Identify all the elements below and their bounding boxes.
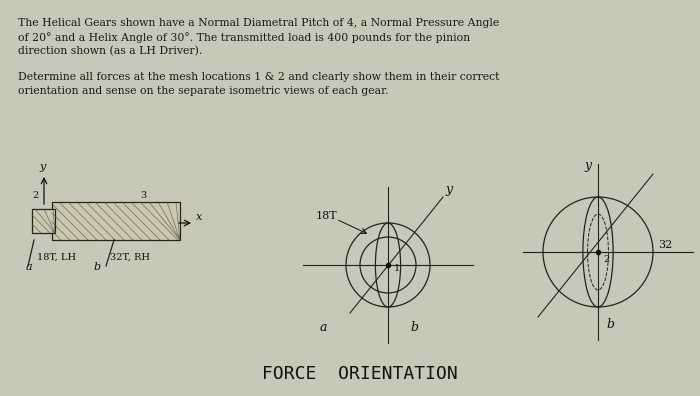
Text: 2: 2 [603, 255, 609, 264]
Text: a: a [320, 321, 328, 334]
Text: b: b [606, 318, 614, 331]
Text: y: y [445, 183, 452, 196]
Text: 3: 3 [140, 191, 146, 200]
Text: of 20° and a Helix Angle of 30°. The transmitted load is 400 pounds for the pini: of 20° and a Helix Angle of 30°. The tra… [18, 32, 470, 43]
Text: y: y [39, 162, 46, 172]
Bar [32, 209, 55, 233]
Bar [52, 202, 180, 240]
Text: direction shown (as a LH Driver).: direction shown (as a LH Driver). [18, 46, 202, 56]
Text: 18T, LH: 18T, LH [37, 253, 76, 262]
Text: b: b [94, 262, 101, 272]
Text: Determine all forces at the mesh locations 1 & 2 and clearly show them in their : Determine all forces at the mesh locatio… [18, 72, 499, 82]
Text: 1: 1 [394, 264, 400, 273]
Text: 32: 32 [658, 240, 672, 250]
Text: 18T: 18T [316, 211, 337, 221]
Text: 32T, RH: 32T, RH [110, 253, 150, 262]
Text: FORCE  ORIENTATION: FORCE ORIENTATION [262, 365, 458, 383]
Text: y: y [584, 159, 591, 172]
Text: orientation and sense on the separate isometric views of each gear.: orientation and sense on the separate is… [18, 86, 388, 96]
Text: x: x [196, 212, 202, 222]
Bar [52, 202, 180, 240]
Text: 2: 2 [32, 191, 38, 200]
Text: b: b [410, 321, 418, 334]
Text: The Helical Gears shown have a Normal Diametral Pitch of 4, a Normal Pressure An: The Helical Gears shown have a Normal Di… [18, 18, 499, 28]
Text: a: a [26, 262, 33, 272]
